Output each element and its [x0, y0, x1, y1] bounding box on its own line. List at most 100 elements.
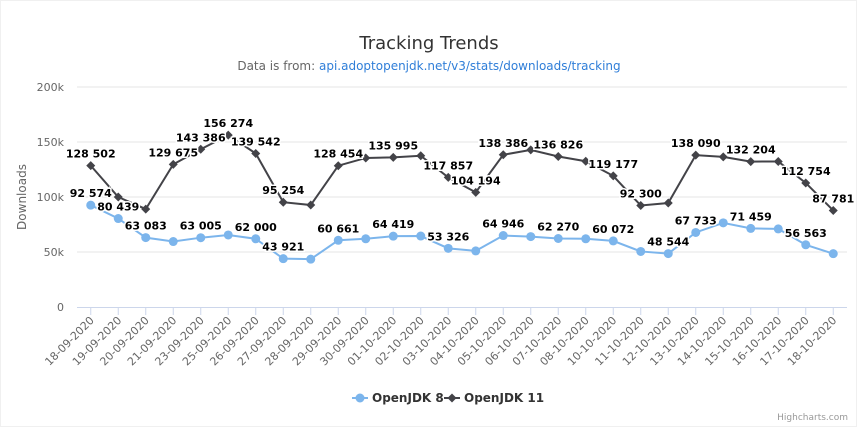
openjdk-11-point[interactable]: [773, 156, 783, 166]
subtitle-prefix: Data is from:: [237, 59, 319, 73]
openjdk-8-data-label: 60 072: [592, 223, 634, 236]
legend-label: OpenJDK 11: [464, 391, 544, 405]
y-tick-label: 0: [57, 301, 64, 314]
openjdk-8-data-label: 56 563: [785, 227, 827, 240]
openjdk-11-point[interactable]: [526, 145, 536, 155]
y-axis-label: Downloads: [15, 164, 29, 230]
openjdk-11-point[interactable]: [608, 171, 618, 181]
openjdk-11-data-label: 119 177: [588, 158, 638, 171]
openjdk-8-data-label: 64 946: [482, 218, 524, 231]
openjdk-8-data-label: 62 270: [537, 221, 579, 234]
openjdk-11-point[interactable]: [443, 172, 453, 182]
openjdk-8-data-label: 53 326: [427, 230, 469, 243]
openjdk-11-point[interactable]: [828, 205, 838, 215]
openjdk-8-data-label: 62 000: [235, 221, 277, 234]
openjdk-11-point[interactable]: [306, 200, 316, 210]
openjdk-8-point[interactable]: [828, 249, 838, 259]
openjdk-11-point[interactable]: [196, 144, 206, 154]
openjdk-8-point[interactable]: [168, 237, 178, 247]
legend-symbol: [355, 393, 365, 403]
openjdk-11-data-label: 138 090: [671, 137, 721, 150]
openjdk-11-point[interactable]: [388, 152, 398, 162]
openjdk-8-point[interactable]: [636, 246, 646, 256]
openjdk-8-point[interactable]: [691, 227, 701, 237]
openjdk-11-point[interactable]: [333, 161, 343, 171]
openjdk-8-point[interactable]: [86, 200, 96, 210]
credits-link[interactable]: Highcharts.com: [777, 413, 848, 423]
y-tick-label: 50k: [44, 246, 65, 259]
openjdk-11-data-label: 143 386: [176, 131, 226, 144]
openjdk-8-point[interactable]: [663, 249, 673, 259]
openjdk-8-point[interactable]: [553, 234, 563, 244]
openjdk-8-point[interactable]: [333, 235, 343, 245]
openjdk-11-point[interactable]: [581, 156, 591, 166]
openjdk-11-data-label: 112 754: [781, 165, 831, 178]
openjdk-11-data-label: 104 194: [451, 174, 501, 187]
openjdk-11-point[interactable]: [113, 192, 123, 202]
openjdk-11-point[interactable]: [498, 150, 508, 160]
openjdk-8-point[interactable]: [526, 232, 536, 242]
y-tick-label: 200k: [37, 81, 65, 94]
openjdk-11-point[interactable]: [471, 187, 481, 197]
openjdk-8-data-label: 71 459: [730, 210, 772, 223]
openjdk-11-data-label: 138 386: [478, 137, 528, 150]
openjdk-11-point[interactable]: [86, 161, 96, 171]
openjdk-11-data-label: 129 675: [148, 146, 198, 159]
openjdk-11-point[interactable]: [636, 200, 646, 210]
subtitle-link[interactable]: api.adoptopenjdk.net/v3/stats/downloads/…: [319, 59, 621, 73]
openjdk-8-point[interactable]: [801, 240, 811, 250]
openjdk-11-point[interactable]: [251, 149, 261, 159]
openjdk-8-point[interactable]: [251, 234, 261, 244]
openjdk-8-point[interactable]: [608, 236, 618, 246]
openjdk-11-point[interactable]: [416, 151, 426, 161]
legend-item-openjdk-8[interactable]: OpenJDK 8: [352, 391, 444, 405]
openjdk-11-point[interactable]: [223, 130, 233, 140]
openjdk-11-data-label: 128 454: [313, 148, 363, 161]
openjdk-11-point[interactable]: [746, 157, 756, 167]
openjdk-8-point[interactable]: [141, 233, 151, 243]
openjdk-8-data-label: 64 419: [372, 218, 414, 231]
openjdk-8-point[interactable]: [773, 224, 783, 234]
openjdk-11-point[interactable]: [801, 178, 811, 188]
legend-label: OpenJDK 8: [372, 391, 444, 405]
openjdk-8-point[interactable]: [581, 234, 591, 244]
openjdk-8-point[interactable]: [196, 233, 206, 243]
openjdk-8-point[interactable]: [416, 231, 426, 241]
openjdk-11-point[interactable]: [278, 197, 288, 207]
openjdk-8-point[interactable]: [113, 214, 123, 224]
openjdk-11-point[interactable]: [141, 204, 151, 214]
openjdk-8-data-label: 48 544: [647, 236, 689, 249]
openjdk-11-data-label: 92 300: [620, 187, 662, 200]
openjdk-8-data-label: 43 921: [262, 241, 304, 254]
y-tick-label: 150k: [37, 136, 65, 149]
openjdk-8-data-label: 63 005: [180, 220, 222, 233]
openjdk-8-point[interactable]: [278, 254, 288, 264]
openjdk-8-data-label: 80 439: [97, 201, 139, 214]
legend-symbol: [447, 393, 457, 403]
openjdk-11-data-label: 128 502: [66, 148, 116, 161]
openjdk-8-data-label: 60 661: [317, 222, 359, 235]
openjdk-8-point[interactable]: [718, 218, 728, 228]
openjdk-8-point[interactable]: [746, 223, 756, 233]
openjdk-11-data-label: 132 204: [726, 144, 776, 157]
openjdk-8-point[interactable]: [388, 231, 398, 241]
openjdk-11-point[interactable]: [168, 159, 178, 169]
openjdk-8-data-label: 67 733: [675, 214, 717, 227]
openjdk-11-point[interactable]: [553, 151, 563, 161]
openjdk-11-point[interactable]: [361, 153, 371, 163]
openjdk-11-data-label: 117 857: [423, 159, 473, 172]
openjdk-11-point[interactable]: [691, 150, 701, 160]
openjdk-8-point[interactable]: [361, 234, 371, 244]
openjdk-11-line: [89, 133, 834, 212]
openjdk-8-point[interactable]: [498, 231, 508, 241]
openjdk-11-point[interactable]: [663, 198, 673, 208]
legend-item-openjdk-11[interactable]: OpenJDK 11: [444, 391, 544, 405]
openjdk-8-point[interactable]: [223, 230, 233, 240]
openjdk-8-point[interactable]: [471, 246, 481, 256]
openjdk-11-data-label: 87 781: [812, 192, 854, 205]
openjdk-8-point[interactable]: [306, 254, 316, 264]
openjdk-11-point[interactable]: [718, 152, 728, 162]
openjdk-8-point[interactable]: [443, 243, 453, 253]
